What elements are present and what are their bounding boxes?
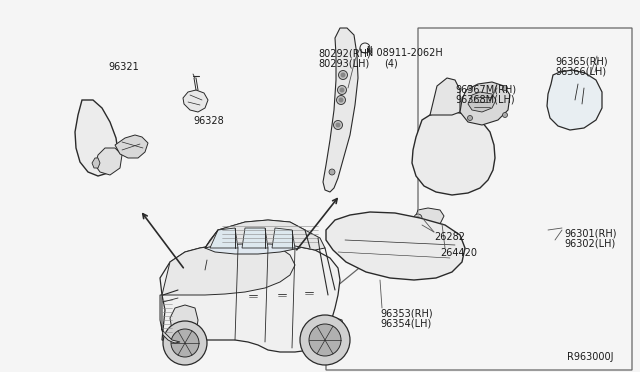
Polygon shape [242, 228, 268, 248]
Circle shape [467, 86, 472, 90]
Circle shape [309, 324, 341, 356]
Text: N: N [366, 46, 372, 55]
Polygon shape [460, 82, 510, 125]
Polygon shape [415, 208, 444, 226]
Circle shape [502, 86, 508, 90]
Text: 264420: 264420 [440, 248, 477, 258]
Polygon shape [272, 228, 295, 248]
Circle shape [340, 73, 346, 77]
Text: 96367M(RH): 96367M(RH) [455, 84, 516, 94]
Polygon shape [75, 100, 118, 176]
Polygon shape [92, 158, 100, 168]
Text: 96368M(LH): 96368M(LH) [455, 94, 515, 104]
Polygon shape [547, 70, 602, 130]
Circle shape [416, 216, 420, 220]
Polygon shape [160, 295, 180, 343]
Text: 80292(RH): 80292(RH) [318, 48, 371, 58]
Polygon shape [210, 228, 238, 248]
Circle shape [339, 87, 344, 93]
Polygon shape [170, 305, 198, 342]
Text: 96354(LH): 96354(LH) [380, 318, 431, 328]
Text: 96328: 96328 [193, 116, 224, 126]
Circle shape [171, 329, 199, 357]
Circle shape [337, 96, 346, 105]
Circle shape [339, 71, 348, 80]
Text: 96321: 96321 [108, 62, 139, 72]
Polygon shape [162, 244, 295, 295]
Text: 26282: 26282 [434, 232, 465, 242]
Circle shape [335, 122, 340, 128]
Polygon shape [310, 318, 345, 348]
Text: 96366(LH): 96366(LH) [555, 66, 606, 76]
Polygon shape [205, 220, 310, 254]
Circle shape [333, 121, 342, 129]
Polygon shape [323, 28, 358, 192]
Text: 96365(RH): 96365(RH) [555, 56, 607, 66]
Circle shape [300, 315, 350, 365]
Circle shape [329, 169, 335, 175]
Text: 96353(RH): 96353(RH) [380, 308, 433, 318]
Text: 96301(RH): 96301(RH) [564, 228, 616, 238]
Text: 96302(LH): 96302(LH) [564, 238, 615, 248]
Polygon shape [205, 220, 325, 250]
Text: N 08911-2062H: N 08911-2062H [366, 48, 443, 58]
Polygon shape [326, 212, 465, 280]
Polygon shape [160, 244, 340, 352]
Polygon shape [430, 78, 460, 115]
Polygon shape [412, 112, 495, 195]
Circle shape [339, 97, 344, 103]
Circle shape [163, 321, 207, 365]
Polygon shape [95, 148, 122, 175]
Text: (4): (4) [384, 58, 397, 68]
Text: R963000J: R963000J [567, 352, 614, 362]
Text: 80293(LH): 80293(LH) [318, 58, 369, 68]
Circle shape [414, 214, 422, 222]
Polygon shape [183, 90, 208, 112]
Polygon shape [115, 135, 148, 158]
Circle shape [502, 112, 508, 118]
Circle shape [337, 86, 346, 94]
Circle shape [467, 115, 472, 121]
Polygon shape [468, 92, 496, 112]
